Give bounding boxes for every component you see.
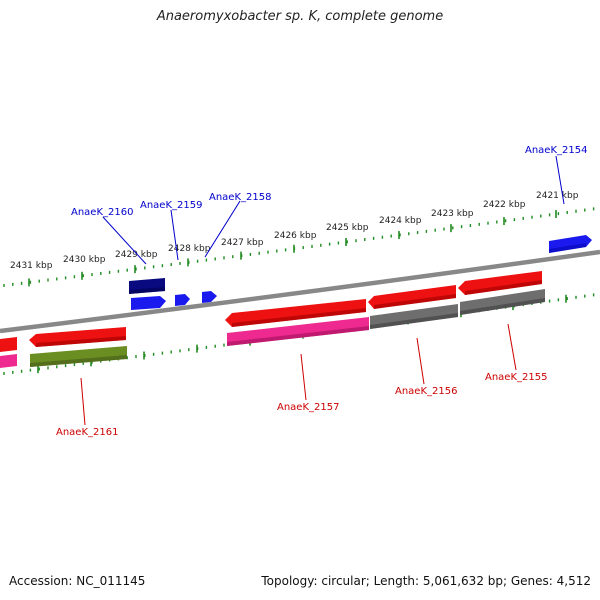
gene-anaek-2157[interactable]	[227, 317, 369, 346]
gene-label-anaek-2156: AnaeK_2156	[395, 386, 457, 397]
gene-red-arrow-left[interactable]	[29, 327, 126, 347]
forward-label-leaders	[102, 155, 565, 265]
kbp-tick-labels: 2431 kbp 2430 kbp 2429 kbp 2428 kbp 2427…	[10, 191, 579, 271]
tick-label-2425: 2425 kbp	[326, 223, 369, 233]
tick-label-2421: 2421 kbp	[536, 191, 579, 201]
gene-labels: AnaeK_2154 AnaeK_2158 AnaeK_2159 AnaeK_2…	[56, 145, 587, 438]
leader-anaek-2158	[204, 200, 241, 258]
gene-red-arrow-right[interactable]	[458, 271, 542, 295]
reverse-strand-genes	[0, 271, 545, 368]
gene-anaek-2156[interactable]	[370, 304, 458, 329]
leader-anaek-2160	[102, 216, 147, 265]
tick-label-2431: 2431 kbp	[10, 261, 53, 271]
outer-scale-track	[3, 207, 595, 288]
gene-anaek-2158[interactable]	[202, 291, 217, 303]
gene-label-anaek-2159: AnaeK_2159	[140, 200, 202, 211]
gene-label-anaek-2160: AnaeK_2160	[71, 207, 133, 218]
leader-anaek-2159	[170, 209, 179, 261]
tick-label-2426: 2426 kbp	[274, 231, 317, 241]
gene-magenta-edge-left[interactable]	[0, 354, 17, 368]
leader-anaek-2157	[300, 353, 307, 401]
leader-anaek-2154	[555, 155, 565, 205]
gene-label-anaek-2157: AnaeK_2157	[277, 402, 339, 413]
gene-blue-arrow-1[interactable]	[131, 296, 166, 310]
gene-anaek-2154[interactable]	[549, 235, 592, 253]
gene-anaek-2160[interactable]	[129, 278, 165, 294]
leader-anaek-2155	[507, 323, 517, 371]
gene-label-anaek-2155: AnaeK_2155	[485, 372, 547, 383]
tick-label-2429: 2429 kbp	[115, 250, 158, 260]
gene-anaek-2155[interactable]	[460, 289, 545, 315]
tick-label-2427: 2427 kbp	[221, 238, 264, 248]
gene-red-arrow-middle[interactable]	[225, 299, 366, 327]
forward-strand-genes	[129, 235, 592, 310]
reverse-label-leaders	[80, 323, 517, 426]
gene-label-anaek-2161: AnaeK_2161	[56, 427, 118, 438]
tick-label-2424: 2424 kbp	[379, 216, 422, 226]
leader-anaek-2161	[80, 377, 86, 426]
gene-anaek-2161[interactable]	[30, 346, 127, 367]
genome-backbone	[0, 249, 600, 334]
genome-summary-text: Topology: circular; Length: 5,061,632 bp…	[261, 574, 591, 588]
tick-label-2428: 2428 kbp	[168, 244, 211, 254]
tick-label-2430: 2430 kbp	[63, 255, 106, 265]
gene-label-anaek-2158: AnaeK_2158	[209, 192, 271, 203]
tick-label-2423: 2423 kbp	[431, 209, 474, 219]
gene-red-edge-left[interactable]	[0, 337, 17, 352]
accession-text: Accession: NC_011145	[9, 574, 146, 588]
gene-label-anaek-2154: AnaeK_2154	[525, 145, 587, 156]
leader-anaek-2156	[416, 337, 425, 385]
map-title: Anaeromyxobacter sp. K, complete genome	[156, 9, 444, 24]
gene-anaek-2159[interactable]	[175, 294, 190, 306]
gene-red-arrow-right-middle[interactable]	[368, 285, 456, 309]
tick-label-2422: 2422 kbp	[483, 200, 526, 210]
